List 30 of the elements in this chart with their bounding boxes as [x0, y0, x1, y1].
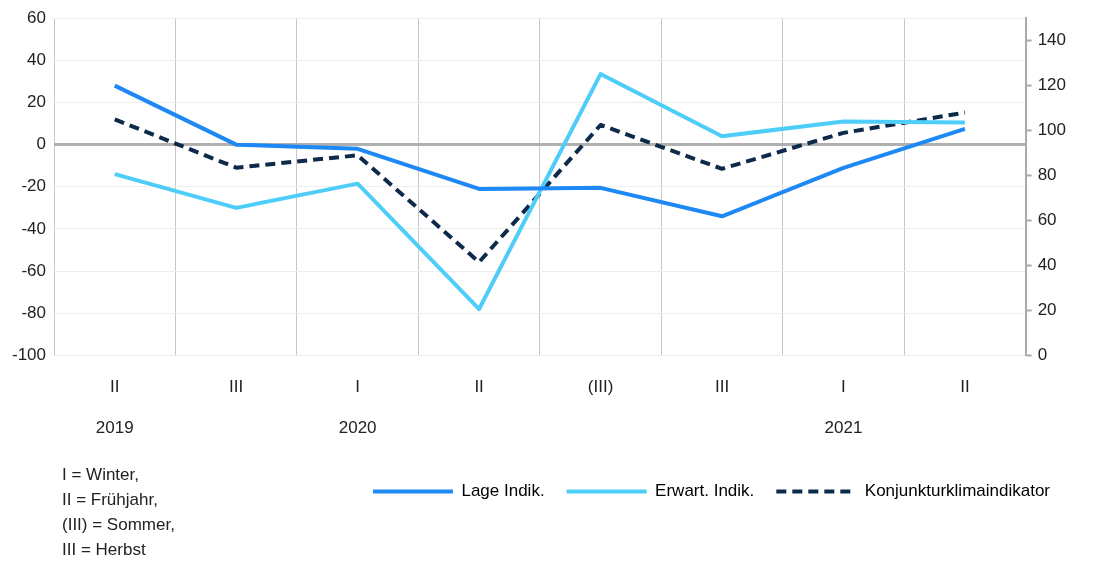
legend-label: Lage Indik. — [461, 481, 545, 501]
line-series — [112, 110, 967, 265]
y-tick-label: -80 — [21, 302, 47, 322]
y-tick-label: 0 — [36, 134, 47, 154]
y-tick-label: -40 — [21, 218, 47, 238]
y2-tick-label: 120 — [1037, 75, 1067, 95]
legend-label: Erwart. Indik. — [655, 481, 755, 501]
y-tick-label: 20 — [27, 92, 47, 112]
y2-tick-label: 60 — [1037, 210, 1057, 230]
y-tick-label: -100 — [11, 345, 47, 365]
x-tick-label: III — [229, 377, 244, 397]
y-tick-label: 40 — [27, 50, 47, 70]
y-tick-label: 60 — [27, 7, 47, 27]
y2-tick-label: 140 — [1037, 30, 1067, 50]
text: I = Winter, II = Frühjahr, (III) = Sommer, III = Herbst — [62, 464, 175, 561]
y2-tick-label: 80 — [1037, 165, 1057, 185]
category-label: I 2020 — [338, 377, 377, 438]
legend-label: Konjunkturklimaindikator — [864, 481, 1051, 501]
y2-tick-label: 20 — [1037, 300, 1057, 320]
y2-tick-label: 100 — [1037, 120, 1067, 140]
y2-tick-label: 0 — [1037, 345, 1048, 365]
x-tick-label: (III) — [587, 377, 614, 397]
x-tick-label: III — [714, 377, 730, 397]
x-tick-label: II — [474, 377, 484, 397]
y2-tick-label: 40 — [1037, 255, 1057, 275]
y-tick-label: -60 — [21, 260, 47, 280]
category-label: I 2021 — [824, 377, 863, 438]
category-label: II 2019 — [95, 377, 134, 438]
x-tick-label: II — [960, 377, 970, 397]
y-tick-label: -20 — [21, 176, 47, 196]
